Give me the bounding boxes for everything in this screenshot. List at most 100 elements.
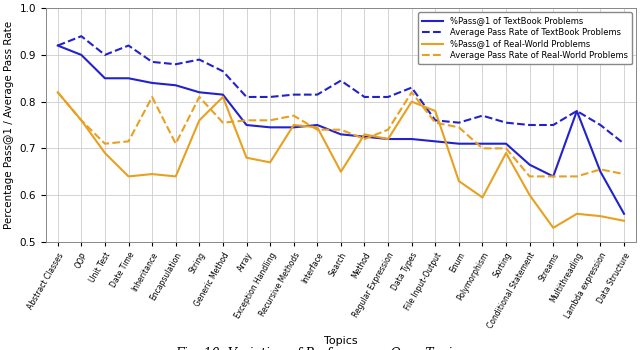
Y-axis label: Percentage Pass@1 / Average Pass Rate: Percentage Pass@1 / Average Pass Rate xyxy=(4,21,14,229)
%Pass@1 of Real-World Problems xyxy=(479,195,486,199)
%Pass@1 of Real-World Problems xyxy=(54,90,61,94)
Average Pass Rate of TextBook Problems xyxy=(479,113,486,118)
%Pass@1 of TextBook Problems xyxy=(549,174,557,179)
Line: %Pass@1 of Real-World Problems: %Pass@1 of Real-World Problems xyxy=(58,92,624,228)
Line: Average Pass Rate of TextBook Problems: Average Pass Rate of TextBook Problems xyxy=(58,36,624,144)
%Pass@1 of Real-World Problems xyxy=(266,160,274,164)
%Pass@1 of Real-World Problems xyxy=(337,170,345,174)
Average Pass Rate of Real-World Problems xyxy=(502,146,510,150)
Average Pass Rate of Real-World Problems xyxy=(455,125,463,130)
Average Pass Rate of Real-World Problems xyxy=(549,174,557,179)
%Pass@1 of Real-World Problems xyxy=(384,137,392,141)
Average Pass Rate of Real-World Problems xyxy=(384,128,392,132)
%Pass@1 of TextBook Problems xyxy=(431,139,439,144)
%Pass@1 of Real-World Problems xyxy=(431,109,439,113)
%Pass@1 of Real-World Problems xyxy=(620,219,628,223)
Average Pass Rate of TextBook Problems xyxy=(431,118,439,122)
%Pass@1 of Real-World Problems xyxy=(243,156,250,160)
%Pass@1 of Real-World Problems xyxy=(526,193,534,197)
Average Pass Rate of TextBook Problems xyxy=(361,95,369,99)
Average Pass Rate of TextBook Problems xyxy=(408,85,415,90)
%Pass@1 of TextBook Problems xyxy=(384,137,392,141)
Average Pass Rate of Real-World Problems xyxy=(219,120,227,125)
Average Pass Rate of Real-World Problems xyxy=(431,120,439,125)
%Pass@1 of TextBook Problems xyxy=(620,212,628,216)
Average Pass Rate of TextBook Problems xyxy=(526,123,534,127)
%Pass@1 of Real-World Problems xyxy=(596,214,604,218)
Average Pass Rate of Real-World Problems xyxy=(408,90,415,94)
Line: Average Pass Rate of Real-World Problems: Average Pass Rate of Real-World Problems xyxy=(58,92,624,176)
%Pass@1 of Real-World Problems xyxy=(502,151,510,155)
Line: %Pass@1 of TextBook Problems: %Pass@1 of TextBook Problems xyxy=(58,46,624,214)
%Pass@1 of Real-World Problems xyxy=(290,123,298,127)
%Pass@1 of TextBook Problems xyxy=(290,125,298,130)
%Pass@1 of Real-World Problems xyxy=(549,226,557,230)
%Pass@1 of TextBook Problems xyxy=(573,109,580,113)
Legend: %Pass@1 of TextBook Problems, Average Pass Rate of TextBook Problems, %Pass@1 of: %Pass@1 of TextBook Problems, Average Pa… xyxy=(418,12,632,64)
Text: Fig. 10: Variation of Performance Over Topics: Fig. 10: Variation of Performance Over T… xyxy=(175,347,465,350)
%Pass@1 of Real-World Problems xyxy=(314,125,321,130)
%Pass@1 of Real-World Problems xyxy=(219,95,227,99)
%Pass@1 of TextBook Problems xyxy=(172,83,180,88)
%Pass@1 of TextBook Problems xyxy=(54,43,61,48)
Average Pass Rate of TextBook Problems xyxy=(125,43,132,48)
X-axis label: Topics: Topics xyxy=(324,336,358,346)
Average Pass Rate of Real-World Problems xyxy=(526,174,534,179)
Average Pass Rate of Real-World Problems xyxy=(314,128,321,132)
%Pass@1 of TextBook Problems xyxy=(455,142,463,146)
Average Pass Rate of TextBook Problems xyxy=(243,95,250,99)
%Pass@1 of Real-World Problems xyxy=(573,212,580,216)
Average Pass Rate of Real-World Problems xyxy=(479,146,486,150)
Average Pass Rate of TextBook Problems xyxy=(596,123,604,127)
%Pass@1 of Real-World Problems xyxy=(101,151,109,155)
%Pass@1 of Real-World Problems xyxy=(77,118,85,122)
Average Pass Rate of TextBook Problems xyxy=(573,109,580,113)
Average Pass Rate of TextBook Problems xyxy=(455,120,463,125)
%Pass@1 of Real-World Problems xyxy=(125,174,132,179)
%Pass@1 of TextBook Problems xyxy=(337,132,345,137)
Average Pass Rate of Real-World Problems xyxy=(596,167,604,172)
Average Pass Rate of TextBook Problems xyxy=(54,43,61,48)
Average Pass Rate of Real-World Problems xyxy=(573,174,580,179)
Average Pass Rate of Real-World Problems xyxy=(54,90,61,94)
%Pass@1 of TextBook Problems xyxy=(479,142,486,146)
%Pass@1 of TextBook Problems xyxy=(219,92,227,97)
%Pass@1 of TextBook Problems xyxy=(314,123,321,127)
Average Pass Rate of Real-World Problems xyxy=(266,118,274,122)
%Pass@1 of TextBook Problems xyxy=(148,81,156,85)
%Pass@1 of Real-World Problems xyxy=(455,179,463,183)
Average Pass Rate of Real-World Problems xyxy=(337,128,345,132)
%Pass@1 of TextBook Problems xyxy=(101,76,109,80)
Average Pass Rate of Real-World Problems xyxy=(125,139,132,144)
Average Pass Rate of TextBook Problems xyxy=(620,142,628,146)
Average Pass Rate of Real-World Problems xyxy=(243,118,250,122)
Average Pass Rate of TextBook Problems xyxy=(195,57,203,62)
%Pass@1 of TextBook Problems xyxy=(77,53,85,57)
Average Pass Rate of TextBook Problems xyxy=(148,60,156,64)
Average Pass Rate of TextBook Problems xyxy=(384,95,392,99)
Average Pass Rate of TextBook Problems xyxy=(172,62,180,66)
Average Pass Rate of Real-World Problems xyxy=(77,118,85,122)
Average Pass Rate of TextBook Problems xyxy=(314,92,321,97)
Average Pass Rate of Real-World Problems xyxy=(620,172,628,176)
Average Pass Rate of TextBook Problems xyxy=(337,78,345,83)
%Pass@1 of Real-World Problems xyxy=(361,132,369,137)
%Pass@1 of Real-World Problems xyxy=(195,118,203,122)
%Pass@1 of TextBook Problems xyxy=(195,90,203,94)
Average Pass Rate of Real-World Problems xyxy=(290,113,298,118)
%Pass@1 of TextBook Problems xyxy=(596,170,604,174)
Average Pass Rate of TextBook Problems xyxy=(77,34,85,38)
%Pass@1 of TextBook Problems xyxy=(125,76,132,80)
Average Pass Rate of TextBook Problems xyxy=(290,92,298,97)
%Pass@1 of TextBook Problems xyxy=(408,137,415,141)
%Pass@1 of Real-World Problems xyxy=(148,172,156,176)
Average Pass Rate of TextBook Problems xyxy=(549,123,557,127)
%Pass@1 of TextBook Problems xyxy=(266,125,274,130)
Average Pass Rate of TextBook Problems xyxy=(502,120,510,125)
%Pass@1 of Real-World Problems xyxy=(172,174,180,179)
Average Pass Rate of TextBook Problems xyxy=(101,53,109,57)
%Pass@1 of TextBook Problems xyxy=(243,123,250,127)
%Pass@1 of Real-World Problems xyxy=(408,99,415,104)
%Pass@1 of TextBook Problems xyxy=(361,135,369,139)
Average Pass Rate of TextBook Problems xyxy=(219,69,227,73)
